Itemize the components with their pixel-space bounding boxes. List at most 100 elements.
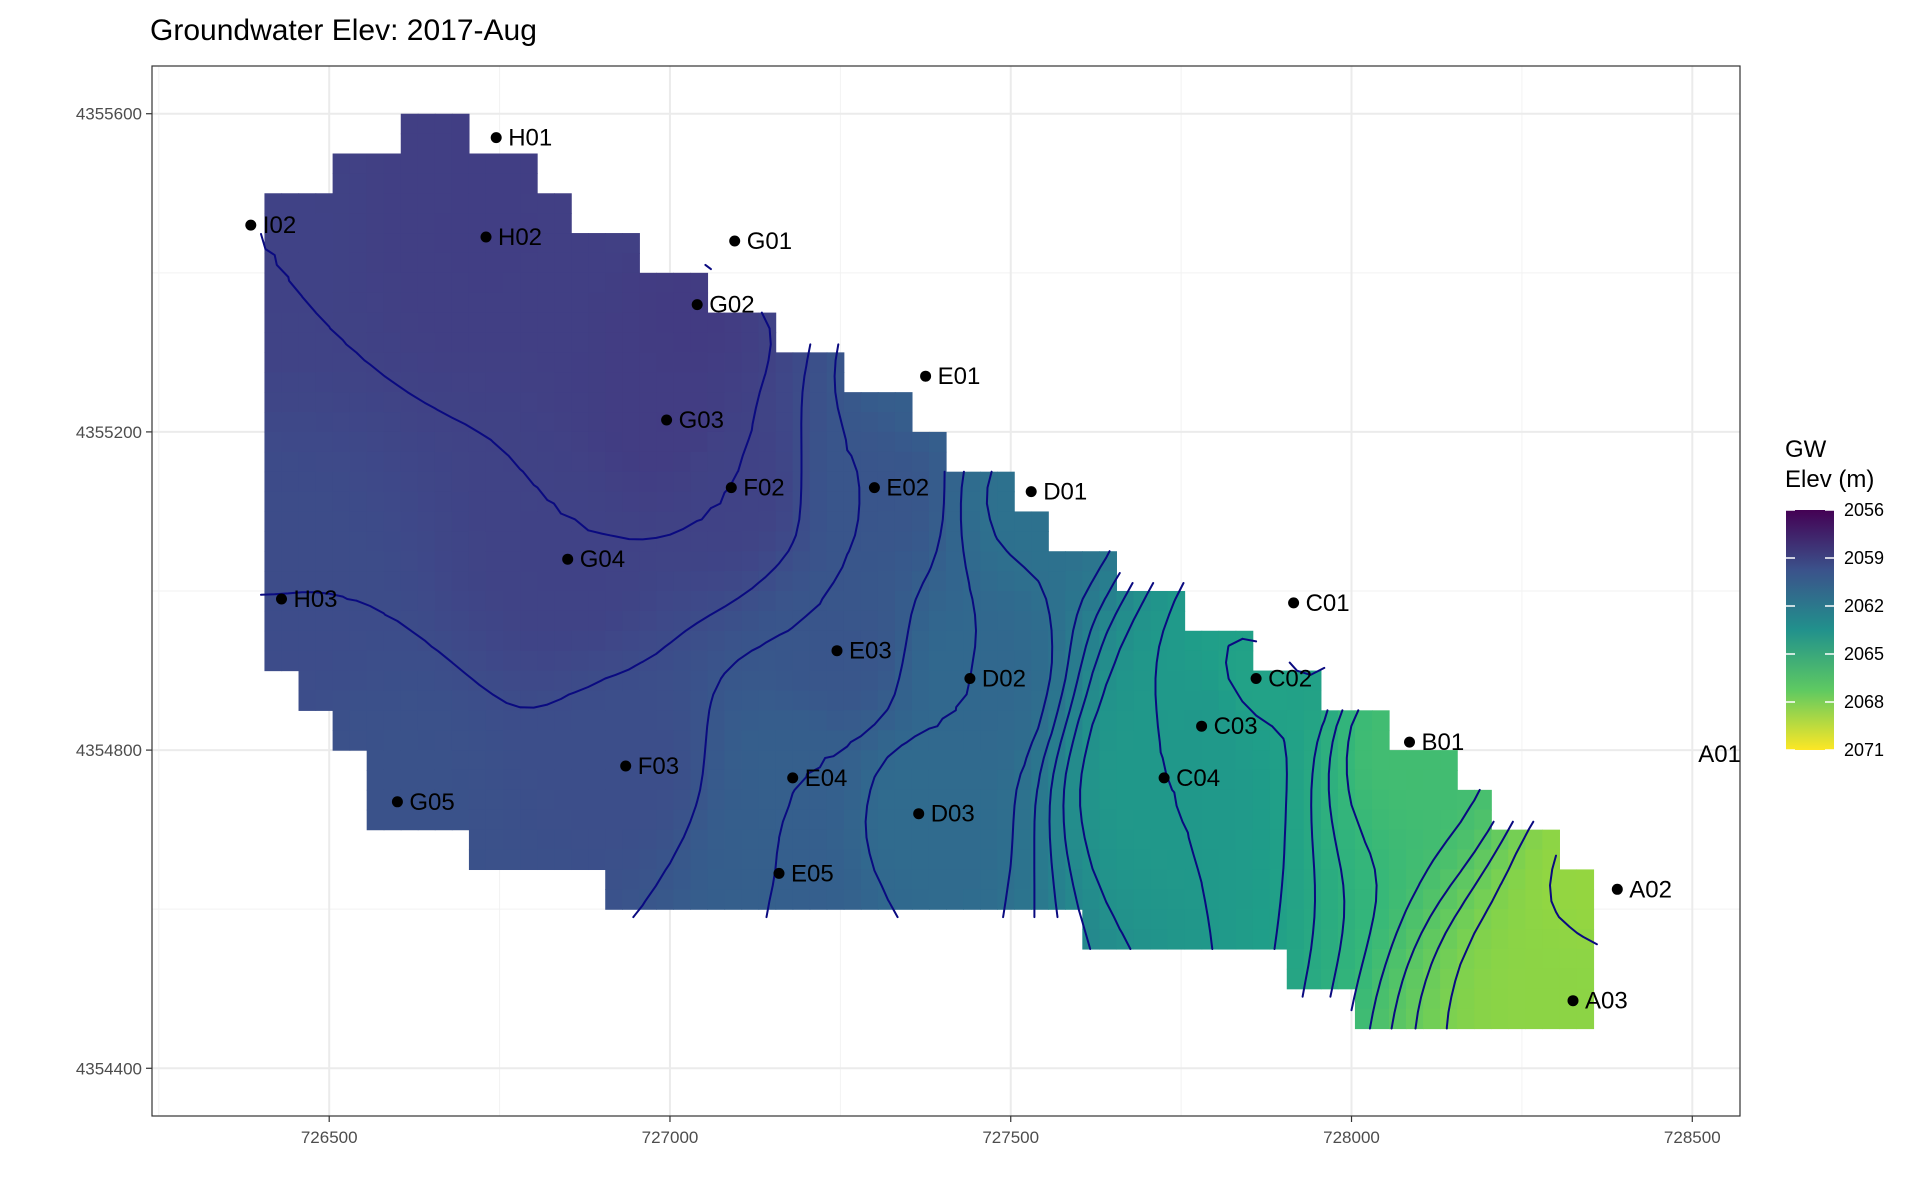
raster-cell [400, 531, 419, 552]
raster-cell [1457, 948, 1475, 970]
raster-cell [1542, 1008, 1560, 1030]
raster-cell [724, 809, 743, 831]
raster-cell [503, 372, 521, 393]
raster-cell [588, 292, 606, 314]
raster-cell [1474, 809, 1492, 831]
raster-cell [1218, 769, 1237, 791]
raster-cell [1508, 869, 1526, 890]
raster-cell [656, 769, 674, 791]
raster-cell [281, 332, 300, 353]
raster-cell [877, 471, 896, 493]
raster-cell [468, 471, 487, 493]
raster-cell [315, 650, 334, 672]
raster-cell [1423, 909, 1441, 930]
raster-cell [537, 451, 555, 473]
raster-cell [1542, 968, 1560, 990]
raster-cell [656, 372, 674, 393]
raster-cell [1389, 948, 1407, 970]
raster-cell [894, 412, 913, 433]
raster-cell [758, 372, 777, 393]
raster-cell [809, 769, 828, 791]
raster-cell [605, 630, 623, 652]
raster-cell [400, 610, 419, 632]
raster-cell [315, 610, 334, 632]
raster-cell [1133, 909, 1152, 930]
raster-cell [468, 531, 487, 552]
raster-cell [1423, 750, 1441, 771]
raster-cell [588, 332, 606, 353]
raster-cell [707, 312, 726, 334]
raster-cell [997, 869, 1015, 890]
raster-cell [911, 829, 930, 851]
raster-cell [1286, 889, 1305, 910]
raster-cell [520, 233, 538, 254]
raster-cell [485, 193, 504, 214]
raster-cell [980, 710, 998, 731]
raster-cell [877, 730, 896, 751]
raster-cell [1474, 1008, 1492, 1030]
raster-cell [946, 591, 964, 612]
raster-cell [451, 551, 470, 572]
raster-cell [537, 233, 555, 254]
raster-cell [554, 491, 572, 513]
raster-cell [707, 352, 726, 373]
raster-cell [1440, 769, 1458, 791]
raster-cell [434, 670, 453, 692]
raster-cell [1031, 869, 1049, 890]
raster-cell [1116, 690, 1135, 711]
raster-cell [724, 610, 743, 632]
raster-cell [605, 610, 623, 632]
raster-cell [468, 213, 487, 234]
raster-cell [809, 750, 828, 771]
raster-cell [741, 412, 760, 433]
raster-cell [520, 431, 538, 453]
raster-cell [656, 610, 674, 632]
raster-cell [571, 630, 589, 652]
raster-cell [690, 849, 709, 871]
raster-cell [503, 471, 521, 493]
raster-cell [724, 352, 743, 373]
raster-cell [639, 650, 657, 672]
raster-cell [400, 153, 419, 174]
raster-cell [571, 451, 589, 473]
raster-cell [1440, 809, 1458, 831]
raster-cell [383, 392, 402, 413]
raster-cell [946, 610, 964, 632]
raster-cell [877, 869, 896, 890]
raster-cell [946, 630, 964, 652]
legend-tick-label: 2059 [1844, 548, 1884, 568]
raster-cell [894, 511, 913, 532]
raster-cell [928, 769, 947, 791]
raster-cell [622, 431, 640, 453]
raster-cell [1218, 889, 1237, 910]
raster-cell [724, 750, 743, 771]
raster-cell [1286, 670, 1305, 692]
raster-cell [349, 610, 368, 632]
raster-cell [894, 451, 913, 473]
raster-cell [741, 591, 760, 612]
raster-cell [724, 412, 743, 433]
raster-cell [639, 352, 657, 373]
raster-cell [1303, 809, 1322, 831]
raster-cell [315, 233, 334, 254]
raster-cell [860, 551, 879, 572]
raster-cell [571, 252, 589, 274]
raster-cell [741, 829, 760, 851]
raster-cell [1508, 1008, 1526, 1030]
raster-cell [1303, 789, 1322, 811]
raster-cell [1014, 789, 1032, 811]
raster-cell [537, 829, 555, 851]
raster-cell [673, 889, 692, 910]
raster-cell [707, 710, 726, 731]
raster-cell [1184, 909, 1203, 930]
raster-cell [1440, 1008, 1458, 1030]
raster-cell [656, 491, 674, 513]
raster-cell [417, 312, 436, 334]
raster-cell [537, 750, 555, 771]
raster-cell [1320, 730, 1339, 751]
raster-cell [1116, 750, 1135, 771]
raster-cell [1065, 610, 1083, 632]
station-point-c03 [1196, 720, 1208, 732]
raster-cell [724, 431, 743, 453]
raster-cell [1099, 591, 1117, 612]
